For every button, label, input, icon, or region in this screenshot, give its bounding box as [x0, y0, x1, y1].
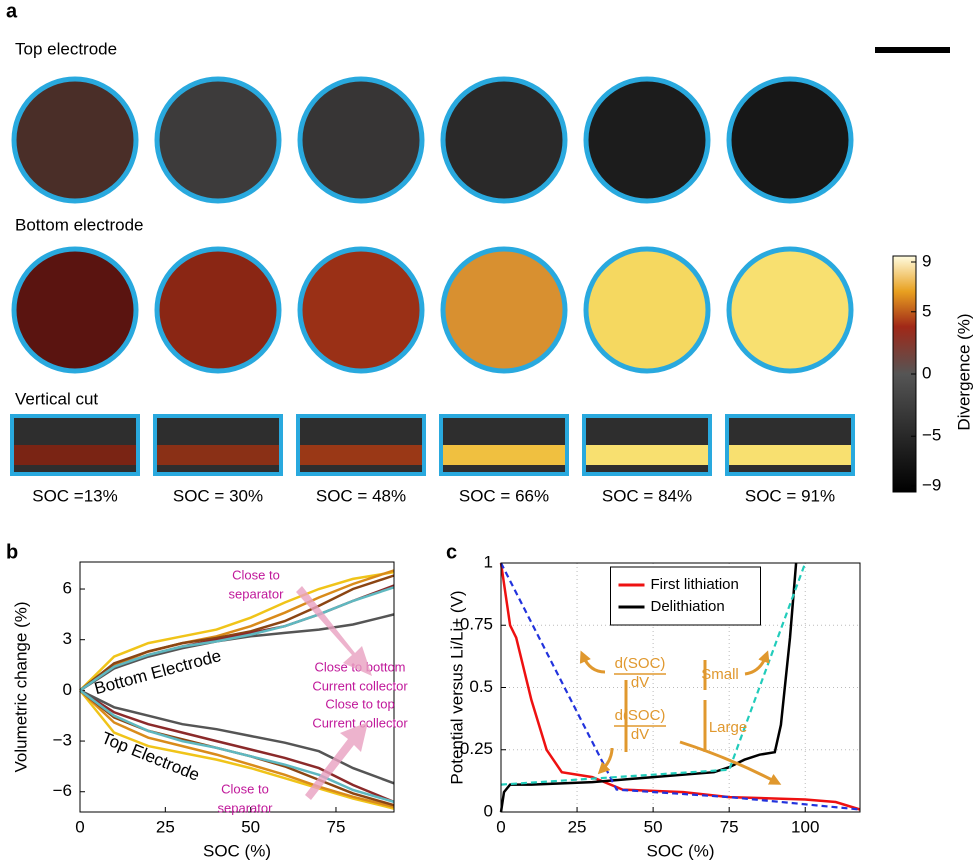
soc-label: SOC = 84% — [602, 486, 692, 505]
series-line — [500, 562, 807, 786]
cut-strip — [300, 445, 422, 465]
y-tick-label: 0.5 — [469, 677, 493, 696]
annotation: Small — [701, 666, 739, 683]
series-line — [79, 689, 395, 809]
top-image — [583, 76, 711, 204]
colorbar-tick-label: 5 — [922, 301, 931, 320]
x-tick-label: 50 — [644, 817, 663, 836]
annotation: Top Electrode — [99, 728, 203, 785]
y-axis-label: Potential versus Li/Li+ (V) — [447, 590, 466, 784]
x-axis-label: SOC (%) — [647, 841, 715, 860]
y-tick-label: 0.75 — [460, 615, 493, 634]
y-tick-label: 0 — [484, 801, 493, 820]
panel-label: a — [6, 0, 18, 22]
top-image — [297, 76, 425, 204]
bottom-image — [583, 246, 711, 374]
annotation: dV — [631, 674, 649, 691]
soc-label: SOC =13% — [32, 486, 118, 505]
colorbar-label: Divergence (%) — [954, 313, 973, 430]
y-tick-label: 3 — [63, 629, 72, 648]
cut-strip — [14, 445, 136, 465]
y-axis-label: Volumetric change (%) — [11, 601, 30, 772]
soc-label: SOC = 48% — [316, 486, 406, 505]
panel-label: c — [446, 541, 457, 563]
panel-label: b — [6, 541, 18, 563]
colorbar-tick-label: −5 — [922, 426, 941, 445]
annotation: Current collector — [312, 678, 408, 693]
x-tick-label: 50 — [241, 817, 260, 836]
annotation: Close to top — [325, 696, 394, 711]
top-image — [11, 76, 139, 204]
series-line — [499, 562, 861, 811]
top-image — [726, 76, 854, 204]
series-line — [79, 689, 395, 804]
soc-label: SOC = 30% — [173, 486, 263, 505]
bottom-image — [726, 246, 854, 374]
bottom-image — [297, 246, 425, 374]
colorbar-ticks: 9 5 0 −5 −9 — [911, 251, 941, 494]
x-tick-label: 75 — [720, 817, 739, 836]
annotation-arrows — [579, 650, 782, 785]
y-tick-label: −3 — [53, 731, 72, 750]
x-tick-label: 100 — [791, 817, 819, 836]
plot-frame — [500, 562, 861, 813]
annotation: d(SOC) — [615, 655, 666, 672]
cut-strip — [443, 445, 565, 465]
soc-label: SOC = 66% — [459, 486, 549, 505]
arrow — [305, 722, 368, 800]
series-line — [79, 574, 395, 692]
x-axis-label: SOC (%) — [203, 841, 271, 860]
row-label: Top electrode — [15, 39, 117, 58]
x-tick-label: 25 — [568, 817, 587, 836]
soc-label: SOC = 91% — [745, 486, 835, 505]
annotation: Large — [709, 719, 747, 736]
annotation: dV — [631, 726, 649, 743]
x-tick-label: 25 — [156, 817, 175, 836]
series-line — [79, 689, 395, 810]
top-image — [154, 76, 282, 204]
y-tick-label: 1 — [484, 552, 493, 571]
row-label: Bottom electrode — [15, 215, 144, 234]
annotation: Close to — [232, 567, 280, 582]
colorbar-tick-label: 0 — [922, 363, 931, 382]
cut-strip — [157, 445, 279, 465]
colorbar-tick-label: 9 — [922, 251, 931, 270]
annotation: Current collector — [312, 715, 408, 730]
bottom-image — [11, 246, 139, 374]
annotation: Close to — [221, 781, 269, 796]
series-line — [79, 689, 395, 804]
arrow — [296, 586, 372, 676]
bottom-image — [440, 246, 568, 374]
series-line — [79, 570, 395, 692]
legend-box — [610, 566, 761, 626]
cut-strip — [586, 445, 708, 465]
colorbar-tick-label: −9 — [922, 475, 941, 494]
bottom-image — [154, 246, 282, 374]
y-tick-label: 0.25 — [460, 739, 493, 758]
top-image — [440, 76, 568, 204]
cut-strip — [729, 445, 851, 465]
x-tick-label: 75 — [327, 817, 346, 836]
series-line — [500, 562, 861, 811]
annotation: d(SOC) — [615, 707, 666, 724]
row-label: Vertical cut — [15, 389, 98, 408]
y-tick-label: 6 — [63, 579, 72, 598]
legend-label: First lithiation — [651, 576, 739, 593]
series-line — [79, 586, 395, 692]
y-tick-label: −6 — [53, 781, 72, 800]
x-tick-label: 0 — [496, 817, 505, 836]
annotation: separator — [218, 800, 274, 815]
legend-label: Delithiation — [651, 598, 725, 615]
annotation: separator — [229, 586, 285, 601]
electrode-images: SOC =13% SOC = 30% SOC = 48% SOC = 66% SOC =… — [10, 76, 855, 505]
y-tick-label: 0 — [63, 680, 72, 699]
charts: 0 25 50 75 −6 −3 0 3 6 SOC (%) Volumetric change (… — [11, 552, 861, 860]
plot-frame — [79, 561, 395, 813]
x-tick-label: 0 — [75, 817, 84, 836]
